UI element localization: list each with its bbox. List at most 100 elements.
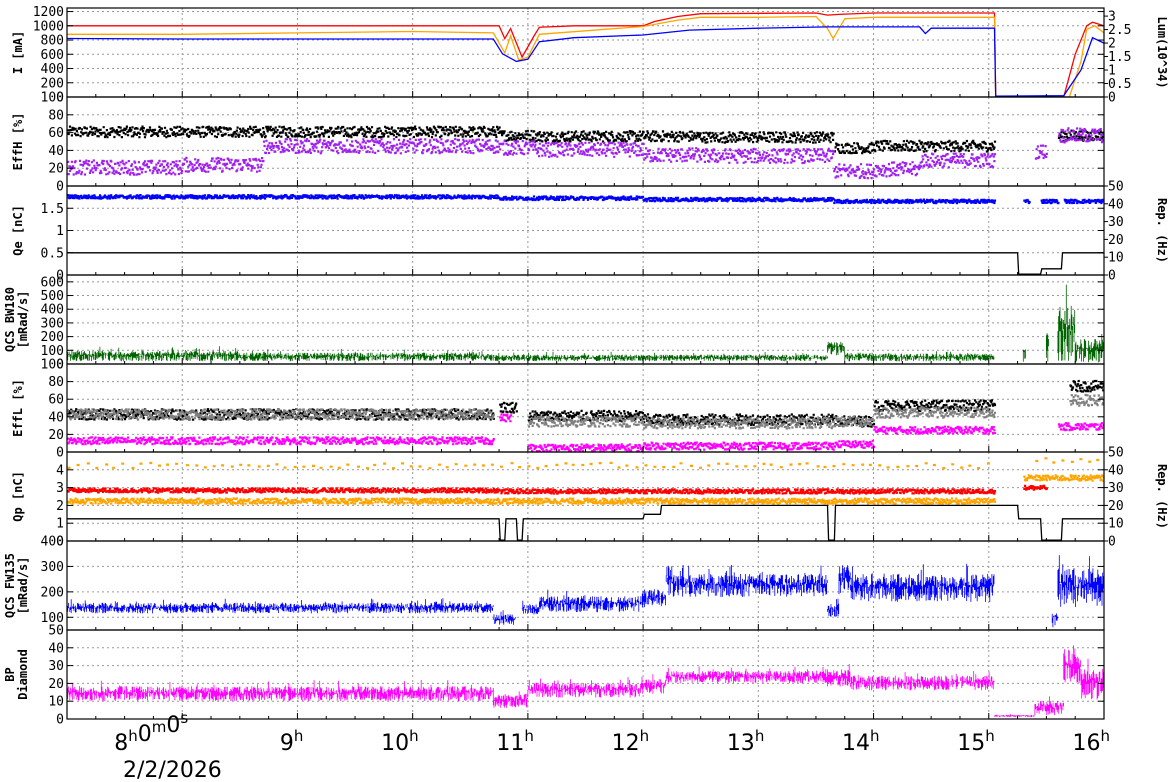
y-axis-title: EffL [%] (11, 379, 25, 437)
x-tick-label: 16h (1072, 727, 1110, 756)
y-axis-title-unit: [mRad/s] (16, 557, 30, 615)
y-tick-label: 600 (41, 275, 64, 290)
panel-effh: 0 20 40 60 80 100 EffH [%] (11, 91, 1105, 195)
panel-frame (66, 629, 1105, 720)
y-tick-label: 40 (48, 410, 64, 425)
y-tick-label: 40 (48, 144, 64, 159)
y-tick-label: 4 (56, 463, 64, 478)
y-axis-title: EffH [%] (11, 113, 25, 171)
y2-tick-label: 50 (1108, 446, 1124, 461)
y-tick-label: 600 (41, 48, 64, 63)
y-tick-label: 200 (41, 585, 64, 600)
series-effh-1 (67, 127, 1104, 180)
y2-tick-label: 30 (1108, 481, 1124, 496)
y2-tick-label: 1 (1108, 64, 1116, 79)
series-effl-2 (67, 413, 1104, 452)
y2-axis-title: Rep. (Hz) (1155, 198, 1169, 263)
y2-tick-label: 3 (1108, 10, 1116, 25)
y2-axis-title: Lum(10^34) (1155, 16, 1169, 88)
y-tick-label: 40 (48, 641, 64, 656)
y-tick-label: 20 (48, 677, 64, 692)
y-axis-title: QCS FW135 (3, 553, 17, 618)
y-tick-label: 100 (41, 344, 64, 359)
y2-tick-label: 1.5 (1108, 50, 1131, 65)
y-tick-label: 1 (56, 224, 64, 239)
x-tick-label: 12h (612, 727, 650, 756)
series-effl-1 (67, 393, 1104, 430)
y-tick-label: 1000 (33, 19, 64, 34)
y-tick-label: 80 (48, 375, 64, 390)
y2-tick-label: 40 (1108, 463, 1124, 478)
plot-area-effl (67, 379, 1104, 452)
y-tick-label: 200 (41, 330, 64, 345)
y2-tick-label: 50 (1108, 180, 1124, 195)
y-tick-label: 0 (56, 446, 64, 461)
y-tick-label: 100 (41, 358, 64, 373)
y-tick-label: 300 (41, 316, 64, 331)
y-axis-title: BP (3, 667, 17, 681)
y2-tick-label: 20 (1108, 499, 1124, 514)
series-qcs_fw-0 (67, 555, 1104, 628)
plot-area-qp (67, 457, 1104, 541)
y2-tick-label: 30 (1108, 215, 1124, 230)
plot-area-qcs_fw (67, 555, 1104, 628)
y2-axis-title: Rep. (Hz) (1155, 464, 1169, 529)
y2-tick-label: 0 (1108, 269, 1116, 284)
series-qp-1 (67, 457, 1100, 470)
y2-tick-label: 40 (1108, 197, 1124, 212)
y-tick-label: 400 (41, 535, 64, 550)
x-tick-label: 11h (496, 727, 534, 756)
date-label: 2/2/2026 (123, 758, 222, 782)
y-tick-label: 60 (48, 393, 64, 408)
y2-tick-label: 0 (1108, 91, 1116, 106)
plot-area-effh (67, 125, 1104, 180)
plot-area-bp_diamond (67, 645, 1104, 718)
plot-area-qe (67, 194, 1104, 275)
y-tick-label: 400 (41, 303, 64, 318)
panel-frame (66, 7, 1105, 98)
y-tick-label: 500 (41, 289, 64, 304)
y-tick-label: 1 (56, 517, 64, 532)
y2-tick-label: 0.5 (1108, 77, 1131, 92)
y-tick-label: 30 (48, 659, 64, 674)
x-tick-label: 8h0m0s (114, 709, 188, 756)
panel-qe: 0 0.5 1 1.5 0 10 20 30 40 50 Qe [nC] Rep. (Hz) (11, 180, 1169, 284)
y-tick-label: 0 (56, 91, 64, 106)
plot-area-current (67, 12, 1104, 97)
y-tick-label: 50 (48, 624, 64, 639)
series-bp_diamond-0 (67, 645, 1104, 718)
y-tick-label: 0 (56, 535, 64, 550)
panel-effl: 0 20 40 60 80 100 EffL [%] (11, 358, 1105, 461)
y-tick-label: 0 (56, 180, 64, 195)
series-qp-2 (67, 484, 1048, 495)
y2-tick-label: 0 (1108, 535, 1116, 550)
y2-tick-label: 10 (1108, 251, 1124, 266)
series-current-2 (67, 26, 1104, 97)
y-tick-label: 1200 (33, 5, 64, 20)
series-current-1 (67, 15, 1104, 97)
series-qp-0 (67, 474, 1104, 505)
y-tick-label: 300 (41, 560, 64, 575)
y-tick-label: 20 (48, 428, 64, 443)
x-tick-label: 14h (842, 727, 880, 756)
x-tick-label: 10h (381, 727, 419, 756)
y-tick-label: 1.5 (41, 202, 64, 217)
panel-frame (66, 540, 1105, 631)
series-qcs_bw-0 (67, 284, 1104, 363)
series-qe-0 (67, 194, 1104, 205)
series-effh-0 (67, 125, 1104, 155)
series-qp-3 (67, 504, 1104, 541)
y2-tick-label: 2 (1108, 37, 1116, 52)
y-tick-label: 0.5 (41, 246, 64, 261)
y-axis-title: QCS BW180 (3, 287, 17, 352)
y-axis-title-unit: [mRad/s] (16, 291, 30, 349)
y2-tick-label: 2.5 (1108, 23, 1131, 38)
series-current-0 (67, 12, 1104, 97)
y-tick-label: 60 (48, 126, 64, 141)
y-axis-title: I [mA] (11, 31, 25, 74)
y-tick-label: 400 (41, 62, 64, 77)
series-qe-1 (67, 252, 1104, 275)
